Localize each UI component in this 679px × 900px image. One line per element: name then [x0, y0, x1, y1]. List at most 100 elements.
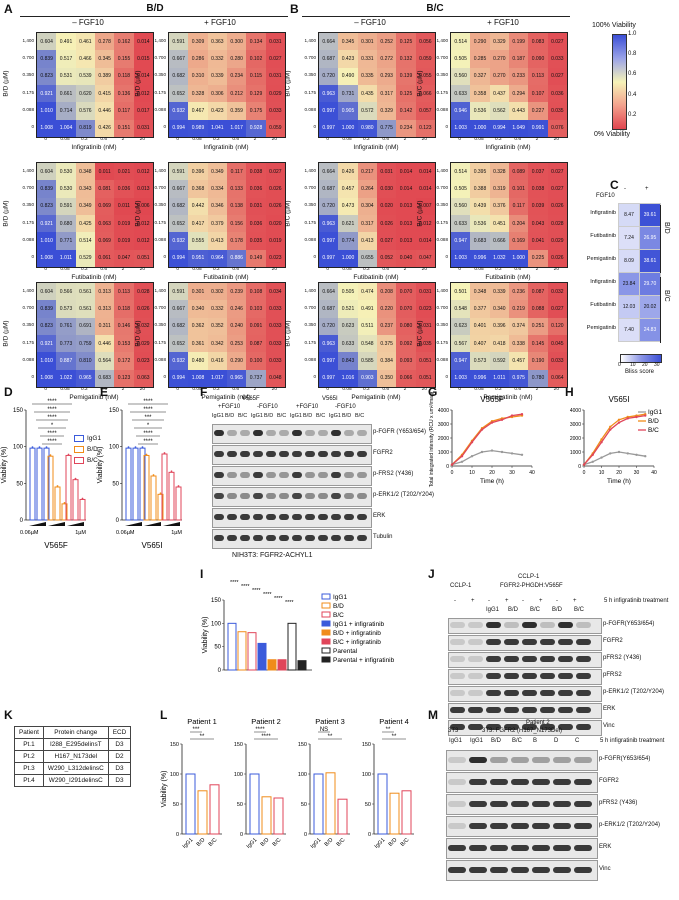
sig-label: ** [328, 734, 333, 740]
blot-lane-label: B/D [342, 413, 352, 419]
heatmap-cell: 0.994 [169, 249, 189, 267]
heatmap-x-tick: 0.2 [362, 387, 370, 392]
heatmap-cell: 0.539 [75, 67, 95, 85]
heatmap-x-tick: 0 [176, 137, 179, 142]
chart-title: V565F [44, 541, 68, 550]
heatmap-cell: 0.687 [319, 180, 339, 198]
heatmap-cell: 0.994 [169, 119, 189, 137]
heatmap-cell: 0.317 [357, 215, 377, 233]
blot-band [553, 822, 571, 829]
blot-band [331, 430, 341, 436]
blot-band [450, 622, 465, 628]
blot-lane-label: B [533, 738, 538, 744]
data-point [480, 428, 484, 431]
heatmap-cell: 1.017 [227, 119, 247, 137]
table-cell: Pt.3 [14, 762, 44, 775]
heatmap-cell: 0.190 [528, 352, 548, 370]
sig-label: **** [143, 407, 153, 413]
blot-band [279, 514, 289, 520]
heatmap-cell: 0.376 [489, 197, 509, 215]
heatmap-x-tick: 0 [326, 387, 329, 392]
y-tick-label: 50 [16, 481, 23, 487]
heatmap-cell: 0.031 [415, 317, 435, 335]
sig-label: * [51, 423, 54, 429]
heatmap-cell: 0.038 [246, 163, 266, 181]
heatmap-cell: 1.003 [451, 249, 471, 267]
legend-label: B/D [333, 603, 344, 610]
blot-band [292, 514, 302, 520]
blot-lane-label: D [554, 738, 559, 744]
heatmap-cell: 1.004 [56, 119, 76, 137]
heatmap-cell: 0.560 [451, 197, 471, 215]
heatmap-cell: 1.000 [470, 119, 490, 137]
blot-band [214, 451, 224, 457]
heatmap-y-tick: 0 [31, 254, 34, 260]
blot-band [468, 656, 483, 662]
heatmap-cell: 0.819 [75, 119, 95, 137]
heatmap-cell: 0.437 [489, 85, 509, 103]
y-tick-label: 150 [211, 598, 222, 604]
data-point [490, 449, 494, 452]
blot-row-label: pFRS2 [603, 672, 622, 678]
dose-end: 1µM [75, 530, 86, 536]
heatmap-x-tick: 0.6 [100, 267, 107, 272]
heatmap-cell: 0.947 [451, 352, 471, 370]
heatmap-cell: 0.536 [470, 102, 490, 120]
data-point [520, 413, 524, 416]
heatmap-cell: 0.057 [415, 102, 435, 120]
legend-swatch [321, 620, 331, 627]
blot-band [227, 451, 237, 457]
heatmap-cell: 0.066 [396, 369, 416, 387]
heatmap-cell: 0.023 [133, 352, 153, 370]
y-tick-label: 50 [301, 802, 307, 808]
bliss-fgf10-header: FGF10 [596, 193, 615, 199]
bar-i [237, 631, 247, 671]
heatmap-cell: 0.352 [207, 317, 227, 335]
heatmap-cell: 0.115 [246, 67, 266, 85]
heatmap-cell: 0.345 [95, 50, 115, 68]
heatmap-cell: 0.664 [319, 163, 339, 181]
heatmap-cell: 0.331 [357, 50, 377, 68]
heatmap-cell: 0.655 [357, 249, 377, 267]
blot-band [279, 535, 289, 541]
heatmap-cell: 0.996 [470, 369, 490, 387]
y-tick-label: 0 [578, 464, 581, 470]
heatmap-cell: 0.019 [114, 215, 134, 233]
blot-band [469, 756, 487, 763]
heatmap-cell: 0.286 [188, 50, 208, 68]
heatmap-cell: 0.395 [470, 163, 490, 181]
y-tick-label: 150 [170, 742, 179, 748]
bliss-scale-tick: 20 [642, 362, 648, 368]
heatmap-y-tick: 0 [313, 374, 316, 380]
bliss-drug-label: Infigratinib [590, 210, 616, 216]
heatmap-cell: 0.435 [357, 85, 377, 103]
y-tick-label: 1000 [438, 450, 449, 456]
heatmap-cell: 0.566 [56, 283, 76, 301]
heatmap-cell: 0.051 [415, 369, 435, 387]
blot-row-label: pFRS2 (Y436) [603, 655, 642, 661]
heatmap-cell: 0.066 [415, 85, 435, 103]
blot-band [344, 514, 354, 520]
table-cell: Pt.2 [14, 750, 44, 763]
heatmap-cell: 0.591 [169, 283, 189, 301]
blot-band [253, 451, 263, 457]
y-tick-label: 0 [304, 832, 307, 838]
blot-band [532, 778, 550, 785]
heatmap-cell: 0.666 [489, 232, 509, 250]
panel-label-j: J [428, 567, 435, 581]
bar-e-B/D [157, 493, 164, 521]
legend-swatch [321, 638, 331, 645]
heatmap-y-tick: 0.350 [154, 202, 167, 208]
heatmap-cell: 0.306 [207, 85, 227, 103]
heatmap-cell: 0.129 [246, 85, 266, 103]
chart-title: V565I [142, 541, 163, 550]
heatmap-cell: 0.359 [227, 102, 247, 120]
heatmap-cell: 0.063 [133, 369, 153, 387]
heatmap-cell: 0.026 [377, 215, 397, 233]
data-point [500, 450, 504, 454]
heatmap-cell: 0.529 [75, 249, 95, 267]
heatmap-cell: 0.175 [246, 102, 266, 120]
heatmap-cell: 0.027 [377, 232, 397, 250]
heatmap-cell: 0.006 [133, 197, 153, 215]
heatmap-cell: 0.413 [207, 232, 227, 250]
